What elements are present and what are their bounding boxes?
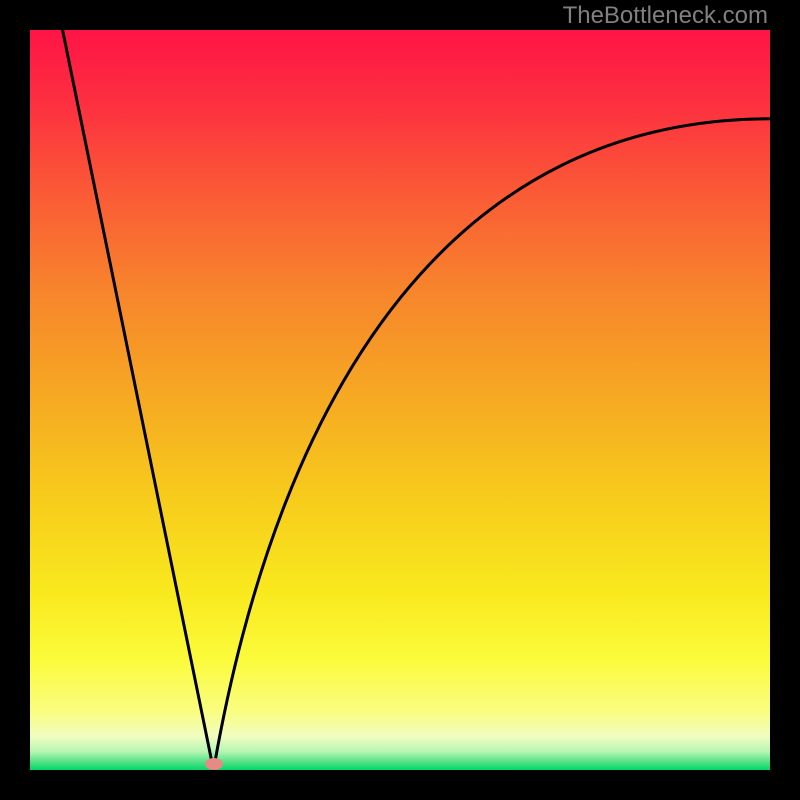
minimum-marker: [205, 758, 223, 770]
bottleneck-curve: [30, 30, 770, 770]
plot-area: [30, 30, 770, 770]
attribution-text: TheBottleneck.com: [563, 2, 768, 30]
